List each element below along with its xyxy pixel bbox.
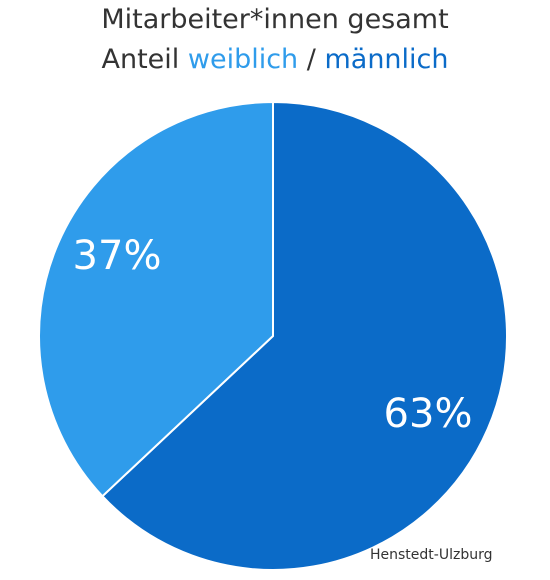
slice-label-weiblich: 37%	[73, 233, 162, 279]
chart-subtitle: Anteil weiblich / männlich	[0, 44, 550, 75]
source-label: Henstedt-Ulzburg	[370, 547, 493, 563]
pie-slice-männlich	[101, 100, 509, 571]
subtitle-male-word: männlich	[324, 44, 449, 75]
subtitle-separator: /	[306, 44, 316, 75]
chart-title: Mitarbeiter*innen gesamt	[101, 4, 449, 35]
subtitle-prefix: Anteil	[101, 44, 180, 75]
subtitle-female-word: weiblich	[187, 44, 299, 75]
pie-slice-weiblich	[38, 100, 274, 498]
slice-label-männlich: 63%	[384, 391, 473, 437]
